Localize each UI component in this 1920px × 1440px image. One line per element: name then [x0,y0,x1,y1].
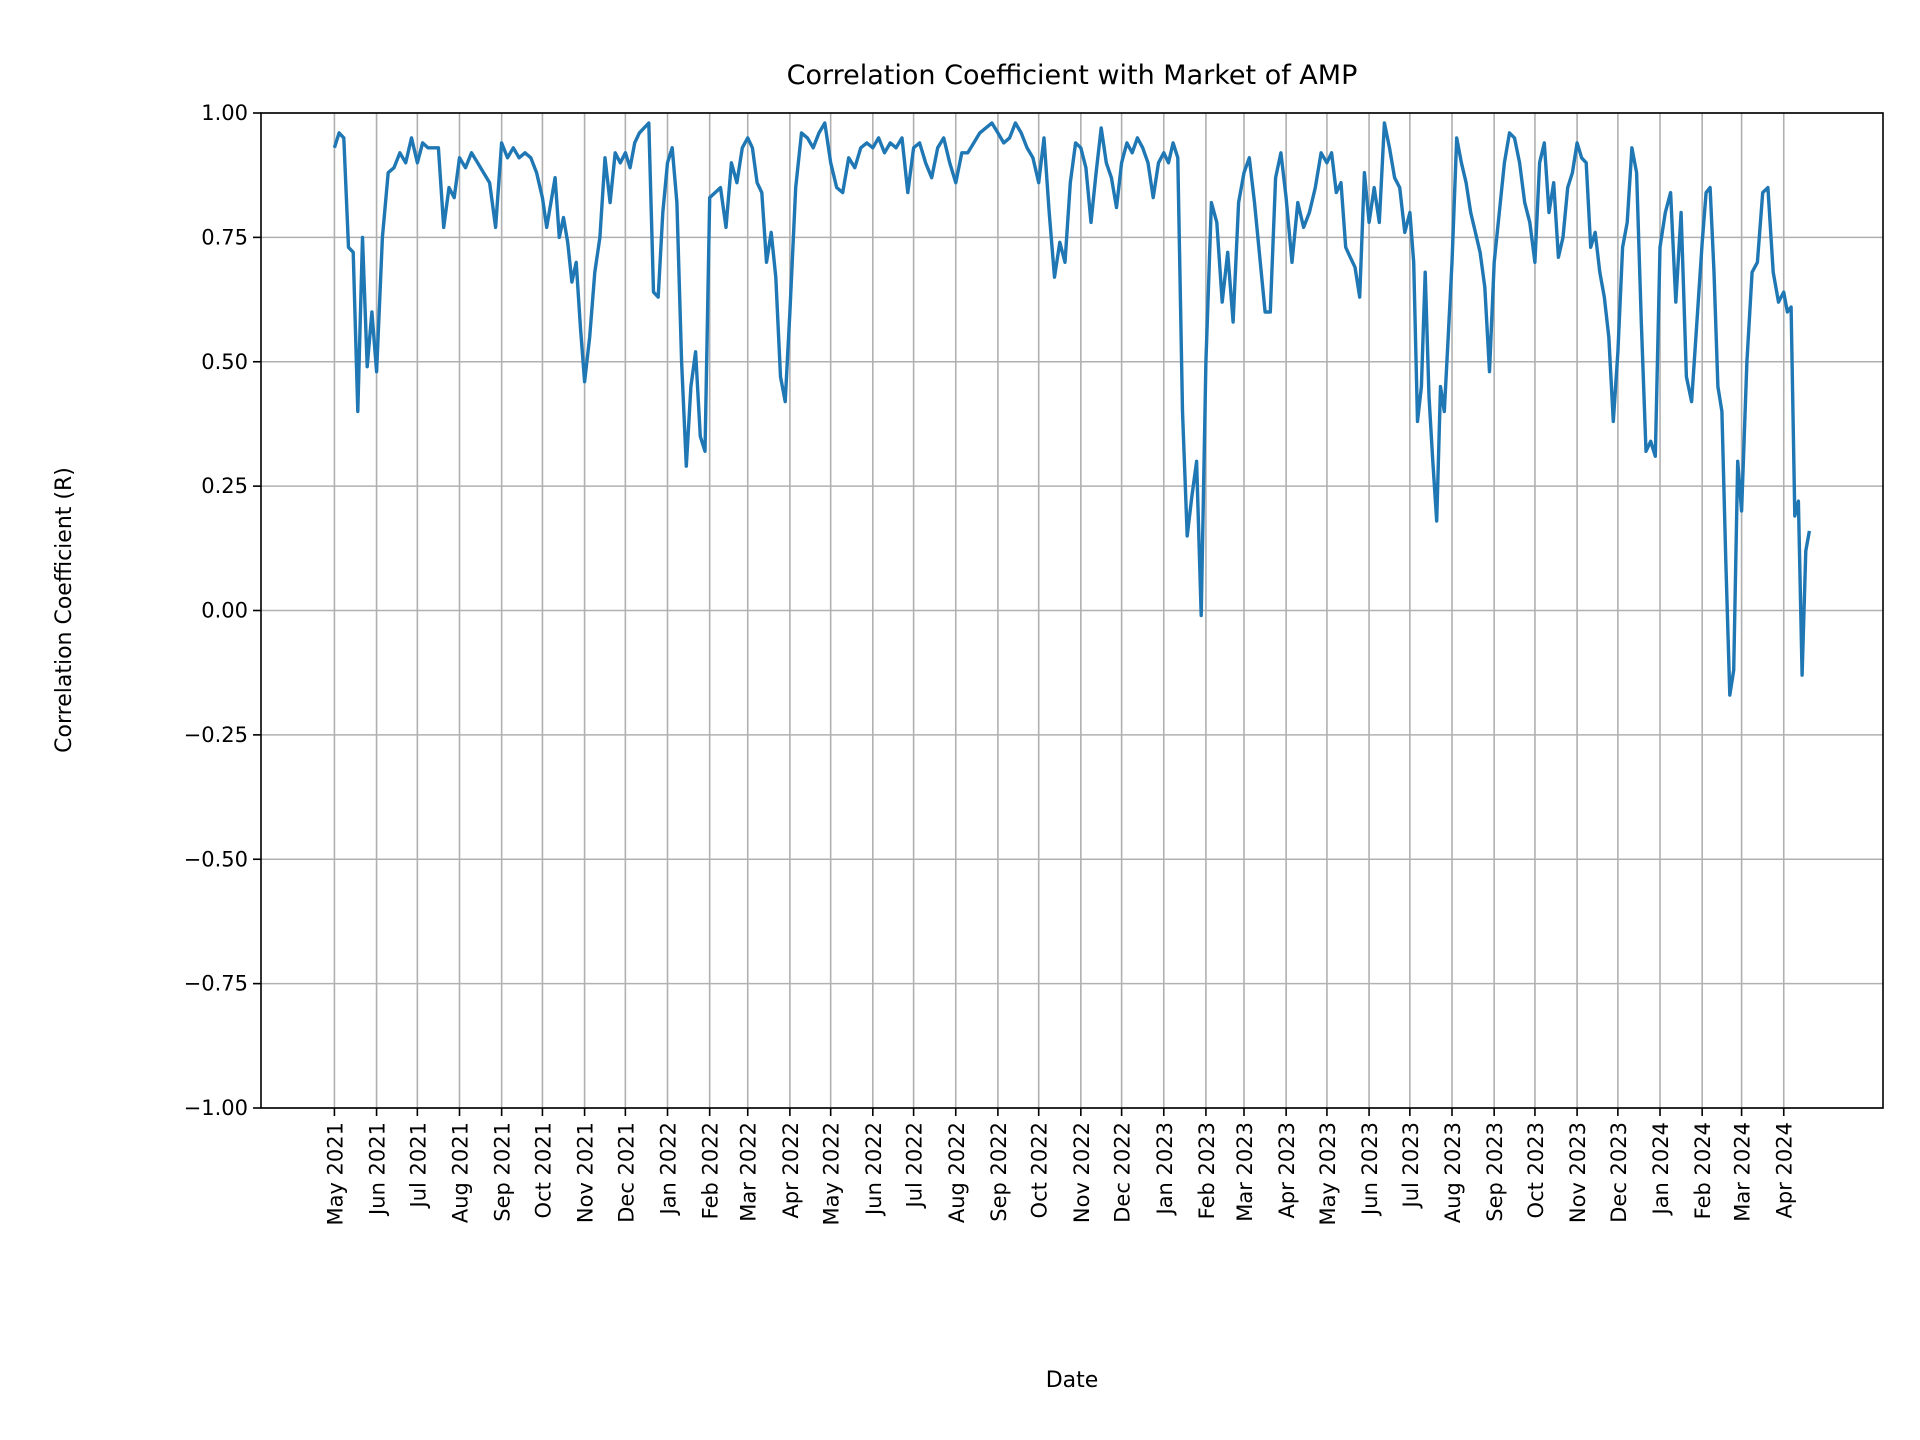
x-tick-label: Jul 2022 [903,1122,927,1209]
x-tick-label: Jan 2024 [1649,1122,1673,1217]
x-tick-label: Sep 2023 [1483,1122,1507,1222]
x-tick-label: Nov 2022 [1070,1122,1094,1223]
y-axis-label: Correlation Coefficient (R) [52,467,77,753]
y-tick-label: 0.00 [201,599,248,623]
x-tick-label: Feb 2024 [1691,1122,1715,1219]
x-tick-label: Jul 2023 [1399,1122,1423,1209]
x-tick-label: Nov 2023 [1566,1122,1590,1223]
x-tick-label: Jan 2023 [1153,1122,1177,1217]
x-tick-label: Apr 2024 [1773,1122,1797,1218]
y-tick-label: 1.00 [201,101,248,125]
x-tick-label: Jan 2022 [657,1122,681,1217]
x-tick-label: May 2023 [1316,1122,1340,1226]
x-tick-label: Dec 2022 [1111,1122,1135,1223]
y-tick-label: −0.50 [184,847,248,871]
x-tick-label: Jun 2022 [862,1122,886,1217]
x-axis-label: Date [1046,1368,1099,1393]
x-tick-label: May 2022 [820,1122,844,1226]
x-tick-label: Feb 2023 [1195,1122,1219,1219]
y-tick-label: −0.75 [184,972,248,996]
y-tick-label: 0.75 [201,225,248,249]
x-tick-label: Aug 2021 [449,1122,473,1223]
x-tick-label: Jun 2021 [366,1122,390,1217]
chart-title: Correlation Coefficient with Market of A… [787,60,1358,91]
x-tick-label: Mar 2024 [1731,1122,1755,1222]
plot-frame [260,112,1884,1109]
x-tick-label: Dec 2023 [1607,1122,1631,1223]
x-axis: May 2021 Jun 2021 Jul 2021 Aug 2021 Sep 2021… [323,1108,1797,1226]
x-tick-label: Sep 2022 [987,1122,1011,1222]
x-tick-label: Aug 2022 [945,1122,969,1223]
x-tick-label: Oct 2023 [1524,1122,1548,1218]
y-tick-label: −0.25 [184,723,248,747]
x-tick-label: Jul 2021 [406,1122,430,1209]
grid [261,112,1883,1109]
y-tick-label: 0.25 [201,474,248,498]
x-tick-label: May 2021 [323,1122,347,1226]
x-tick-label: Sep 2021 [491,1122,515,1222]
x-tick-label: Mar 2022 [737,1122,761,1222]
x-tick-label: Oct 2021 [531,1122,555,1218]
x-tick-label: Apr 2022 [779,1122,803,1218]
series-line [332,121,1812,697]
x-tick-label: Nov 2021 [574,1122,598,1223]
x-tick-label: Mar 2023 [1233,1122,1257,1222]
x-tick-label: Feb 2022 [699,1122,723,1219]
x-tick-label: Jun 2023 [1358,1122,1382,1217]
x-tick-label: Apr 2023 [1275,1122,1299,1218]
x-tick-label: Dec 2021 [614,1122,638,1223]
x-tick-label: Aug 2023 [1441,1122,1465,1223]
x-tick-label: Oct 2022 [1028,1122,1052,1218]
y-tick-label: −1.00 [184,1096,248,1120]
y-axis: 1.00 0.75 0.50 0.25 0.00 −0.25 −0.50 −0.75 −1.00 [184,101,261,1120]
y-tick-label: 0.50 [201,350,248,374]
